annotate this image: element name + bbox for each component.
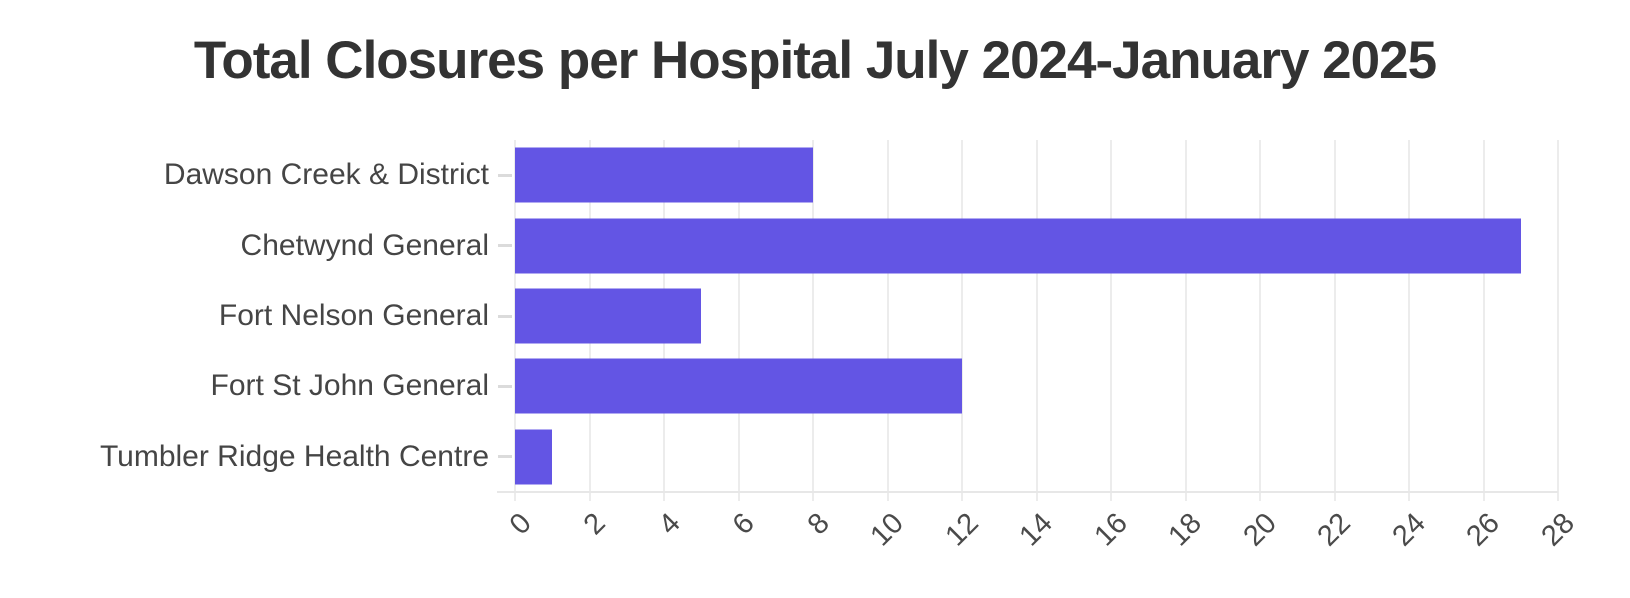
bar-row: Fort Nelson General — [0, 281, 1558, 351]
bar-fort-nelson-general — [515, 288, 702, 344]
x-tick-label: 20 — [1237, 507, 1283, 553]
bar-rows: Dawson Creek & District Chetwynd General F… — [0, 140, 1558, 492]
y-tick-mark — [498, 244, 512, 248]
gridline-22 — [1333, 140, 1336, 501]
category-label: Chetwynd General — [240, 228, 489, 262]
x-tick-label: 6 — [727, 507, 762, 542]
gridline-16 — [1110, 140, 1112, 501]
category-label: Fort St John General — [210, 369, 489, 403]
bar-track — [515, 210, 1558, 280]
gridline-10 — [886, 140, 889, 501]
gridline-28 — [1557, 140, 1559, 501]
x-tick-label: 24 — [1386, 507, 1432, 553]
x-tick-label: 10 — [864, 507, 911, 553]
x-tick-label: 22 — [1311, 507, 1358, 553]
gridline-8 — [812, 140, 814, 501]
category-label: Dawson Creek & District — [163, 158, 489, 192]
y-tick-mark — [498, 455, 512, 459]
bar-track — [515, 140, 1558, 210]
bar-row: Dawson Creek & District — [0, 140, 1558, 210]
bar-track — [515, 281, 1558, 351]
category-label: Fort Nelson General — [218, 299, 489, 333]
x-tick-label: 18 — [1162, 507, 1209, 553]
x-tick-label: 12 — [939, 507, 985, 553]
category-cell: Dawson Creek & District — [0, 140, 515, 210]
bar-row: Tumbler Ridge Health Centre — [0, 422, 1558, 492]
gridline-6 — [737, 140, 740, 501]
x-tick-label: 14 — [1013, 507, 1060, 553]
gridline-20 — [1259, 140, 1261, 501]
category-label: Tumbler Ridge Health Centre — [99, 439, 489, 473]
gridline-18 — [1184, 140, 1187, 501]
bar-dawson-creek-district — [515, 147, 813, 203]
category-cell: Chetwynd General — [0, 210, 515, 280]
x-tick-label: 0 — [503, 507, 538, 542]
gridline-14 — [1035, 140, 1038, 501]
bar-track — [515, 351, 1558, 421]
x-tick-label: 8 — [801, 507, 836, 542]
x-axis-tick-labels: 0 2 4 6 8 10 12 14 16 18 20 22 24 26 28 — [504, 503, 1581, 583]
bar-row: Chetwynd General — [0, 210, 1558, 280]
gridline-12 — [961, 140, 963, 501]
y-tick-mark — [498, 314, 512, 318]
bar-track — [515, 422, 1558, 492]
category-cell: Fort Nelson General — [0, 281, 515, 351]
chart-title: Total Closures per Hospital July 2024-Ja… — [193, 31, 1437, 90]
category-cell: Tumbler Ridge Health Centre — [0, 422, 515, 492]
x-tick-label: 4 — [652, 507, 687, 542]
x-tick-label: 28 — [1535, 507, 1581, 553]
category-cell: Fort St John General — [0, 351, 515, 421]
bar-tumbler-ridge-health-centre — [515, 429, 553, 485]
gridline-24 — [1408, 140, 1410, 501]
gridline-26 — [1482, 140, 1485, 501]
bar-chetwynd-general — [515, 218, 1521, 274]
bar-row: Fort St John General — [0, 351, 1558, 421]
x-axis-line — [497, 491, 1558, 493]
x-tick-label: 16 — [1088, 507, 1134, 553]
x-tick-label: 26 — [1460, 507, 1507, 553]
bar-fort-st-john-general — [515, 358, 962, 414]
x-tick-label: 2 — [578, 507, 613, 542]
y-tick-mark — [498, 173, 512, 177]
y-tick-mark — [498, 384, 512, 388]
